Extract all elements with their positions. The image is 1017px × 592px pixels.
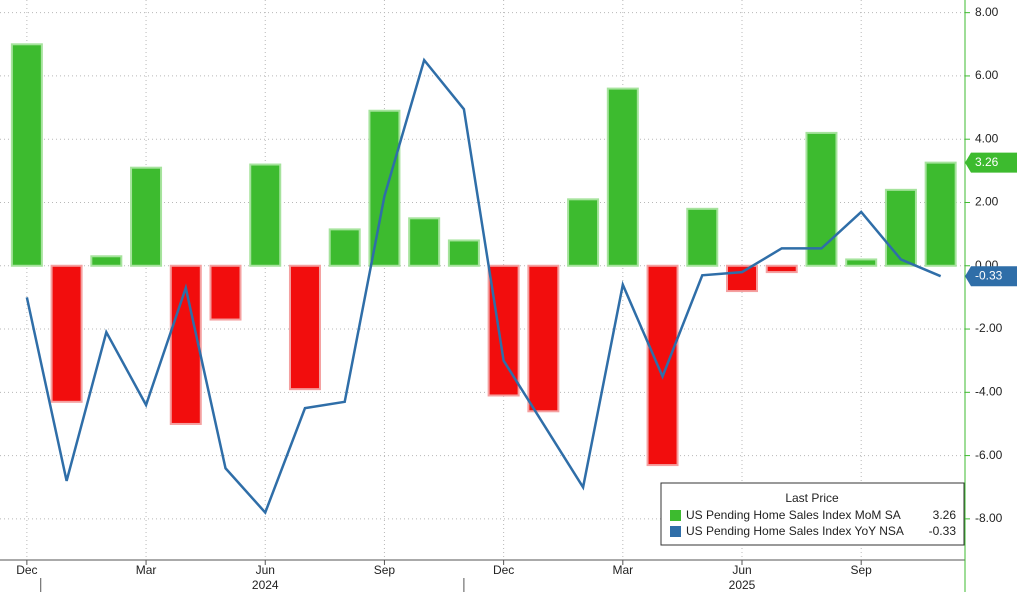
bar [924, 161, 957, 267]
year-label: 2025 [729, 578, 756, 592]
y-tick-label: 2.00 [975, 195, 999, 209]
legend-title: Last Price [785, 491, 839, 505]
y-tick-label: -8.00 [975, 511, 1003, 525]
bar [487, 264, 520, 397]
bar [10, 43, 43, 267]
legend-box [660, 482, 965, 546]
legend-swatch [670, 510, 681, 521]
bar [50, 264, 83, 403]
bar [90, 255, 123, 267]
x-tick-label: Jun [256, 563, 275, 577]
y-tick-label: 8.00 [975, 5, 999, 19]
value-tag [965, 152, 1017, 173]
y-tick-label: 6.00 [975, 68, 999, 82]
legend: Last Price US Pending Home Sales Index Mo… [660, 482, 965, 546]
x-tick-label: Sep [851, 563, 873, 577]
bar [527, 264, 560, 413]
bar [328, 228, 361, 267]
bar [884, 188, 917, 267]
bar [726, 264, 759, 293]
value-tag-label: 3.26 [975, 155, 999, 169]
bar [686, 207, 719, 267]
bar [408, 217, 441, 267]
bar [209, 264, 242, 321]
legend-value: -0.33 [929, 524, 957, 538]
legend-label: US Pending Home Sales Index YoY NSA [686, 524, 904, 538]
y-tick-label: -2.00 [975, 321, 1003, 335]
bar [130, 166, 163, 267]
bar [567, 198, 600, 267]
bar [765, 264, 798, 274]
y-tick-label: 4.00 [975, 131, 999, 145]
year-label: 2024 [252, 578, 279, 592]
bar [646, 264, 679, 467]
bar [368, 109, 401, 267]
x-tick-label: Dec [16, 563, 37, 577]
value-tag [965, 266, 1017, 287]
bar [606, 87, 639, 267]
x-tick-label: Dec [493, 563, 514, 577]
y-tick-label: -6.00 [975, 448, 1003, 462]
bar [845, 258, 878, 267]
bar [249, 163, 282, 267]
legend-swatch [670, 526, 681, 537]
x-tick-label: Jun [732, 563, 751, 577]
bar [805, 131, 838, 267]
value-tag-label: -0.33 [975, 268, 1003, 282]
y-tick-label: -4.00 [975, 384, 1003, 398]
x-tick-label: Sep [374, 563, 396, 577]
line [25, 57, 942, 515]
bar [288, 264, 321, 391]
legend-value: 3.26 [933, 508, 957, 522]
bar [447, 239, 480, 267]
x-tick-label: Mar [136, 563, 157, 577]
legend-label: US Pending Home Sales Index MoM SA [686, 508, 901, 522]
x-tick-label: Mar [612, 563, 633, 577]
